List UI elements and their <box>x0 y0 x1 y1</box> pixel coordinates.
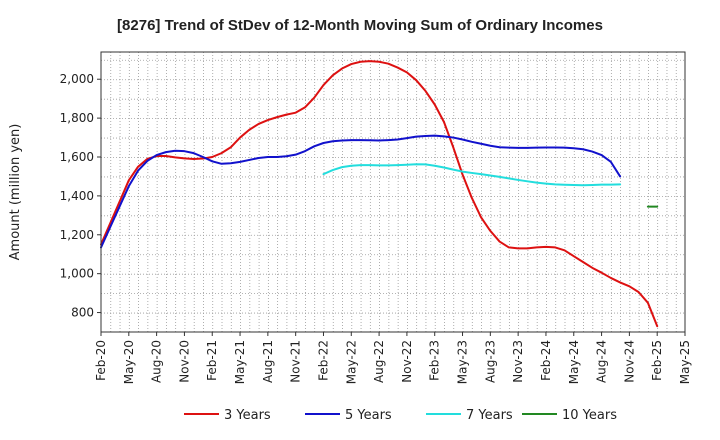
y-tick-label: 1,000 <box>60 267 94 281</box>
x-tick-label: Feb-23 <box>428 340 442 381</box>
y-axis-label: Amount (million yen) <box>8 124 23 261</box>
x-tick-label: May-25 <box>678 340 692 384</box>
x-tick-label: May-20 <box>122 340 136 384</box>
x-tick-label: Feb-25 <box>650 340 664 381</box>
x-tick-label: Feb-22 <box>316 340 330 381</box>
series-line-3 <box>322 163 622 187</box>
legend: 3 Years 5 Years 7 Years 10 Years <box>184 408 617 423</box>
x-tick-label: Nov-23 <box>511 340 525 383</box>
plot-frame <box>100 51 686 333</box>
x-tick-label: May-21 <box>233 340 247 384</box>
plot-area <box>101 52 685 332</box>
series-lines <box>100 60 659 328</box>
x-tick-label: Aug-21 <box>261 340 275 383</box>
y-tick-label: 1,200 <box>60 228 94 242</box>
y-tick-label: 1,800 <box>60 111 94 125</box>
x-axis-ticks: Feb-20 May-20 Aug-20 Nov-20 Feb-21 May-21 Aug-… <box>94 332 692 384</box>
grid-lines <box>101 52 685 332</box>
legend-label-1: 3 Years <box>224 408 271 423</box>
x-tick-label: Aug-23 <box>483 340 497 383</box>
x-tick-label: May-23 <box>456 340 470 384</box>
y-tick-label: 2,000 <box>60 72 94 86</box>
legend-label-3: 7 Years <box>466 408 513 423</box>
series-line-1 <box>100 60 659 328</box>
x-tick-label: Aug-22 <box>372 340 386 383</box>
x-tick-label: Aug-20 <box>150 340 164 383</box>
y-tick-label: 1,600 <box>60 150 94 164</box>
chart-title: [8276] Trend of StDev of 12-Month Moving… <box>117 17 603 34</box>
series-line-2 <box>100 134 622 249</box>
y-axis-ticks: 800 1,000 1,200 1,400 1,600 1,800 2,000 <box>60 72 101 320</box>
legend-label-4: 10 Years <box>562 408 617 423</box>
x-tick-label: Nov-20 <box>177 340 191 383</box>
x-tick-label: Nov-21 <box>289 340 303 383</box>
x-tick-label: Nov-22 <box>400 340 414 383</box>
y-tick-label: 800 <box>71 306 94 320</box>
x-tick-label: Feb-20 <box>94 340 108 381</box>
y-tick-label: 1,400 <box>60 189 94 203</box>
x-tick-label: Aug-24 <box>595 340 609 383</box>
x-tick-label: Nov-24 <box>622 340 636 383</box>
x-tick-label: Feb-21 <box>205 340 219 381</box>
x-tick-label: May-24 <box>567 340 581 384</box>
x-tick-label: Feb-24 <box>539 340 553 381</box>
legend-label-2: 5 Years <box>345 408 392 423</box>
x-tick-label: May-22 <box>344 340 358 384</box>
